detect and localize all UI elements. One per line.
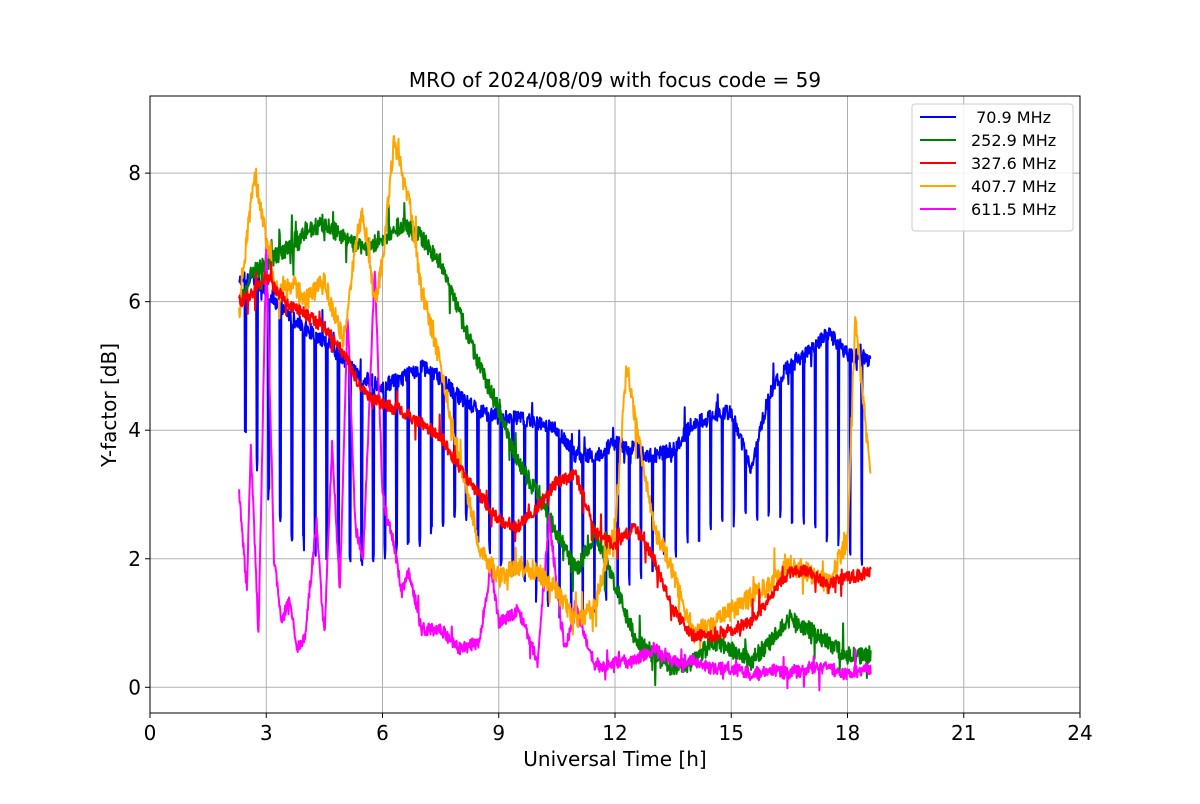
x-tick-label: 6 — [376, 721, 389, 745]
legend-box — [911, 103, 1074, 232]
chart-title: MRO of 2024/08/09 with focus code = 59 — [409, 68, 821, 92]
y-tick-label: 2 — [128, 547, 141, 571]
legend-label: 327.6 MHz — [971, 154, 1056, 173]
x-tick-label: 18 — [835, 721, 860, 745]
legend-label: 70.9 MHz — [971, 108, 1051, 127]
y-tick-label: 4 — [128, 418, 141, 442]
x-axis-label: Universal Time [h] — [523, 747, 706, 771]
series-line — [238, 237, 872, 692]
series-line — [238, 261, 872, 644]
legend-label: 252.9 MHz — [971, 131, 1056, 150]
y-axis-label: Y-factor [dB] — [97, 343, 121, 468]
x-tick-label: 0 — [144, 721, 157, 745]
x-tick-label: 21 — [951, 721, 976, 745]
x-tick-label: 12 — [602, 721, 627, 745]
x-tick-label: 9 — [492, 721, 505, 745]
series-group — [238, 135, 872, 692]
legend-label: 611.5 MHz — [971, 200, 1056, 219]
x-tick-label: 15 — [719, 721, 744, 745]
y-tick-label: 6 — [128, 290, 141, 314]
series-line — [238, 202, 872, 687]
x-tick-label: 3 — [260, 721, 273, 745]
legend: 70.9 MHz 252.9 MHz 327.6 MHz 407.7 MHz 611.5… — [911, 103, 1074, 232]
y-tick-label: 8 — [128, 161, 141, 185]
series-line — [238, 135, 872, 650]
x-tick-label: 24 — [1067, 721, 1092, 745]
legend-label: 407.7 MHz — [971, 177, 1056, 196]
y-tick-label: 0 — [128, 675, 141, 699]
